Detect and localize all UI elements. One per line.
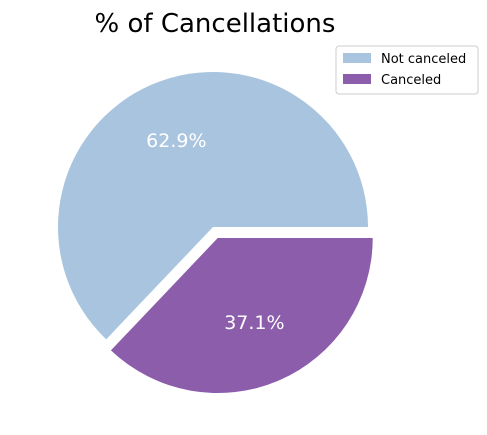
legend-swatch-canceled xyxy=(343,74,371,84)
pie-label-canceled: 37.1% xyxy=(224,312,284,334)
pie-slices xyxy=(58,72,373,393)
legend: Not canceled Canceled xyxy=(336,46,478,94)
pie-label-not-canceled: 62.9% xyxy=(146,130,206,152)
chart-title: % of Cancellations xyxy=(95,9,336,39)
legend-label-canceled: Canceled xyxy=(381,73,441,88)
legend-swatch-not-canceled xyxy=(343,53,371,63)
legend-label-not-canceled: Not canceled xyxy=(381,52,466,67)
